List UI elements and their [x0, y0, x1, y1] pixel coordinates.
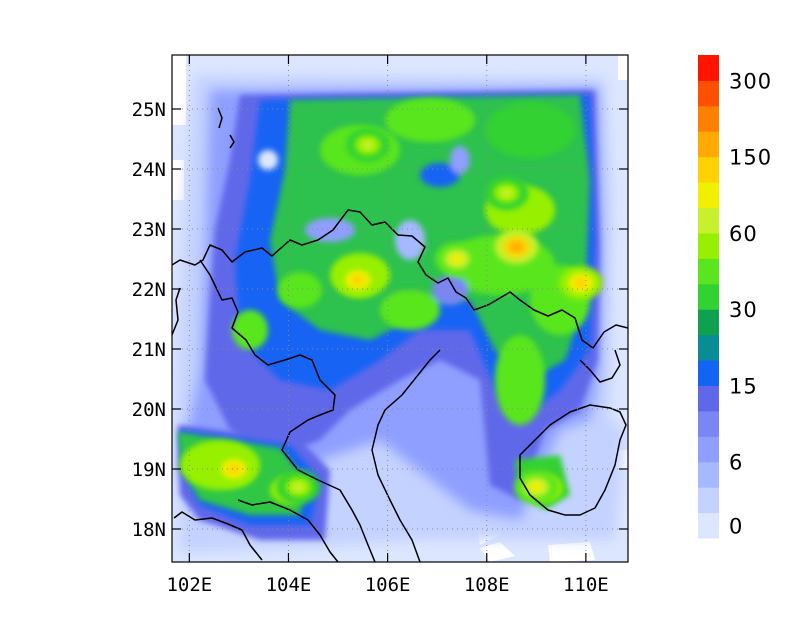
lat-tick-label: 18N	[132, 519, 166, 541]
lat-tick-label: 19N	[132, 459, 166, 481]
lat-tick-label: 24N	[132, 159, 166, 181]
lat-tick-label: 23N	[132, 219, 166, 241]
colorbar-label: 15	[729, 374, 758, 398]
precip-hotspot	[484, 176, 529, 210]
boundary-lines	[172, 107, 628, 562]
colorbar-swatch	[698, 360, 719, 386]
colorbar-label: 60	[729, 222, 758, 246]
lat-tick-label: 20N	[132, 399, 166, 421]
colorbar-swatch	[698, 461, 719, 488]
colorbar-swatch	[698, 105, 719, 132]
no-data-patch	[172, 55, 186, 125]
island-coastline	[519, 404, 627, 516]
country-border	[199, 259, 376, 562]
colorbar-swatch	[698, 207, 719, 234]
colorbar-swatch	[698, 131, 719, 158]
lon-tick-label: 104E	[266, 574, 312, 596]
country-border	[173, 511, 263, 561]
no-data-patch	[618, 55, 628, 80]
precip-hotspot	[558, 266, 603, 300]
lon-tick-label: 102E	[166, 574, 212, 596]
axis-labels: 102E 104E 106E 108E 110E 18N 19N 20N 21N 22N 23N 24…	[132, 99, 609, 596]
colorbar-swatch	[698, 334, 719, 361]
no-data-patch	[172, 160, 184, 200]
colorbar-label: 0	[729, 514, 743, 538]
colorbar-label: 30	[729, 298, 758, 322]
colorbar-swatch	[698, 436, 719, 463]
colorbar-label: 150	[729, 146, 772, 170]
colorbar-swatch	[698, 512, 719, 539]
coastline	[172, 287, 181, 336]
colorbar-swatch	[698, 182, 719, 209]
colorbar-label: 300	[729, 69, 772, 93]
map-panel: 102E 104E 106E 108E 110E 18N 19N 20N 21N 22N 23N 24…	[132, 54, 629, 596]
map-frame	[171, 54, 629, 563]
precip-hotspot	[211, 452, 256, 486]
coastline	[371, 349, 441, 562]
colorbar-swatch	[698, 156, 719, 183]
colorbar-swatch	[698, 258, 719, 285]
no-data-patch	[548, 542, 595, 562]
country-border	[172, 209, 628, 349]
precip-hotspots	[211, 128, 603, 504]
colorbar-swatch	[698, 410, 719, 437]
no-data-patch	[480, 542, 515, 562]
precip-hotspot	[345, 128, 390, 162]
lat-tick-label: 25N	[132, 99, 166, 121]
colorbar-swatch	[698, 385, 719, 412]
precip-hotspot	[276, 470, 321, 504]
colorbar: 0 6 15 30 60 150 300	[698, 55, 772, 539]
colorbar-label: 6	[729, 451, 743, 475]
precip-field	[172, 55, 628, 562]
lat-tick-label: 22N	[132, 279, 166, 301]
colorbar-swatch	[698, 487, 719, 514]
country-border	[237, 499, 339, 562]
lon-tick-label: 106E	[365, 574, 411, 596]
colorbar-swatch	[698, 232, 719, 259]
colorbar-swatch	[698, 283, 719, 310]
colorbar-swatch	[698, 80, 719, 107]
precip-hotspot	[335, 263, 380, 297]
lat-tick-label: 21N	[132, 339, 166, 361]
precip-hotspot	[435, 242, 479, 276]
lon-tick-label: 110E	[563, 574, 609, 596]
graticule	[172, 55, 628, 562]
lon-tick-label: 108E	[464, 574, 510, 596]
axis-ticks	[172, 55, 628, 562]
colorbar-swatch	[698, 309, 719, 336]
precip-hotspot	[494, 230, 539, 264]
colorbar-swatch	[698, 55, 719, 81]
precip-hotspot	[514, 470, 559, 504]
river-lines	[217, 107, 235, 149]
coastline	[579, 349, 621, 383]
